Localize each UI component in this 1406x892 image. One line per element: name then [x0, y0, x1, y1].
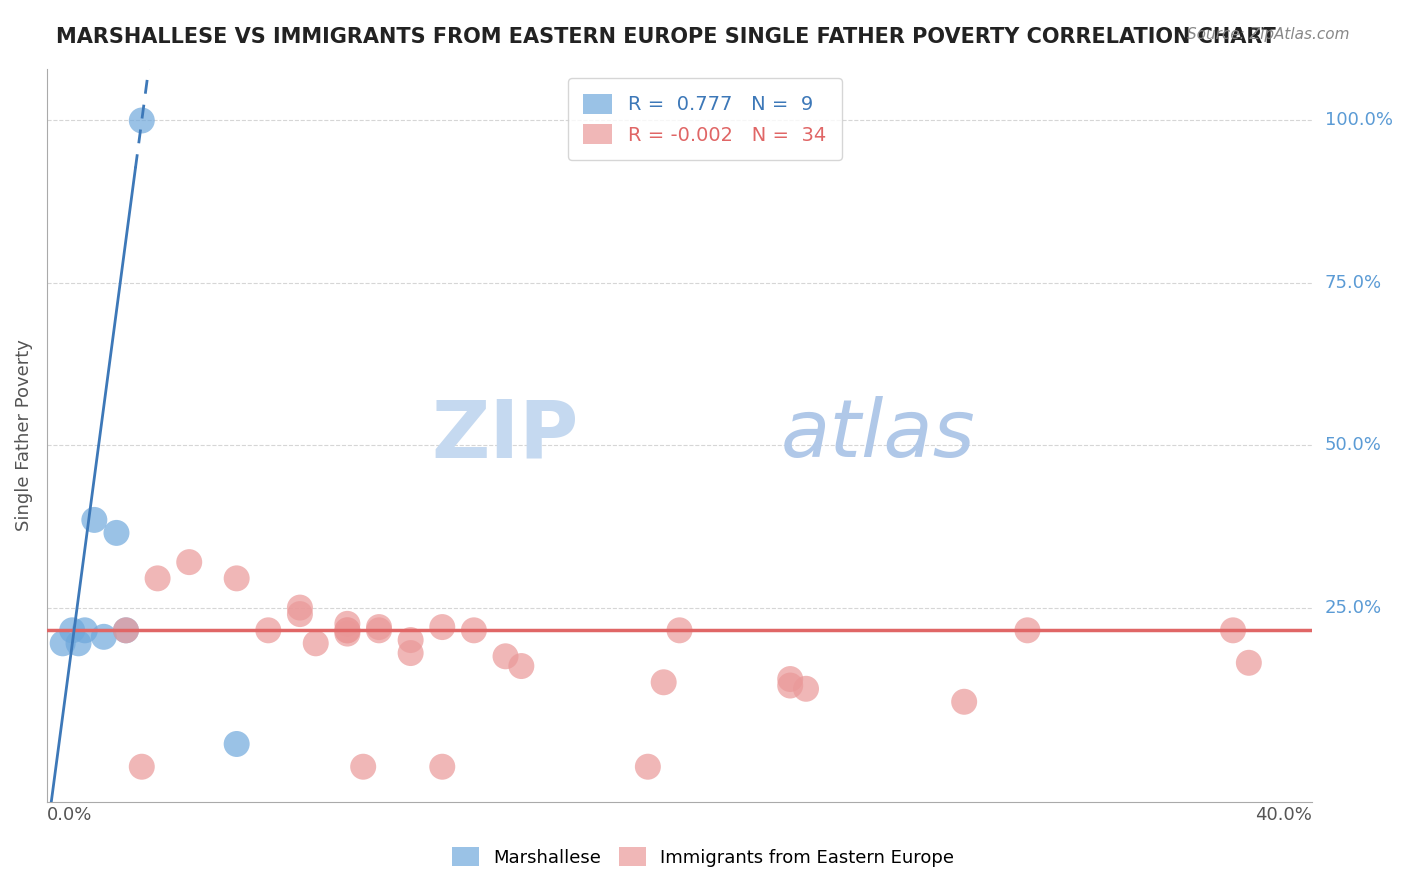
- Point: [432, 620, 454, 634]
- Point: [73, 624, 96, 638]
- Point: [399, 633, 422, 648]
- Text: 100.0%: 100.0%: [1324, 112, 1393, 129]
- Text: Source: ZipAtlas.com: Source: ZipAtlas.com: [1187, 27, 1350, 42]
- Point: [257, 624, 280, 638]
- Point: [105, 525, 128, 540]
- Point: [779, 672, 801, 686]
- Point: [779, 679, 801, 693]
- Text: atlas: atlas: [780, 396, 976, 475]
- Point: [52, 636, 75, 650]
- Point: [336, 626, 359, 640]
- Point: [1017, 624, 1039, 638]
- Text: 75.0%: 75.0%: [1324, 274, 1382, 292]
- Point: [668, 624, 690, 638]
- Point: [495, 649, 517, 664]
- Point: [336, 616, 359, 631]
- Point: [305, 636, 328, 650]
- Point: [131, 113, 153, 128]
- Legend: R =  0.777   N =  9, R = -0.002   N =  34: R = 0.777 N = 9, R = -0.002 N = 34: [568, 78, 842, 161]
- Text: 40.0%: 40.0%: [1256, 805, 1312, 823]
- Point: [67, 636, 90, 650]
- Point: [1237, 656, 1260, 670]
- Point: [60, 624, 83, 638]
- Point: [637, 760, 659, 774]
- Text: ZIP: ZIP: [432, 396, 578, 475]
- Point: [368, 624, 391, 638]
- Point: [146, 571, 169, 585]
- Point: [1222, 624, 1244, 638]
- Point: [432, 760, 454, 774]
- Point: [225, 737, 247, 751]
- Point: [288, 600, 311, 615]
- Text: 50.0%: 50.0%: [1324, 436, 1382, 454]
- Point: [953, 695, 976, 709]
- Point: [115, 624, 138, 638]
- Text: 0.0%: 0.0%: [46, 805, 93, 823]
- Point: [352, 760, 374, 774]
- Point: [368, 620, 391, 634]
- Point: [288, 607, 311, 621]
- Point: [93, 630, 115, 644]
- Point: [336, 624, 359, 638]
- Legend: Marshallese, Immigrants from Eastern Europe: Marshallese, Immigrants from Eastern Eur…: [444, 840, 962, 874]
- Point: [83, 513, 105, 527]
- Point: [463, 624, 485, 638]
- Point: [652, 675, 675, 690]
- Text: 25.0%: 25.0%: [1324, 599, 1382, 616]
- Y-axis label: Single Father Poverty: Single Father Poverty: [15, 340, 32, 532]
- Point: [179, 555, 201, 569]
- Point: [336, 624, 359, 638]
- Point: [225, 571, 247, 585]
- Point: [510, 659, 533, 673]
- Point: [115, 624, 138, 638]
- Text: MARSHALLESE VS IMMIGRANTS FROM EASTERN EUROPE SINGLE FATHER POVERTY CORRELATION : MARSHALLESE VS IMMIGRANTS FROM EASTERN E…: [56, 27, 1277, 46]
- Point: [131, 760, 153, 774]
- Point: [399, 646, 422, 660]
- Point: [794, 681, 817, 696]
